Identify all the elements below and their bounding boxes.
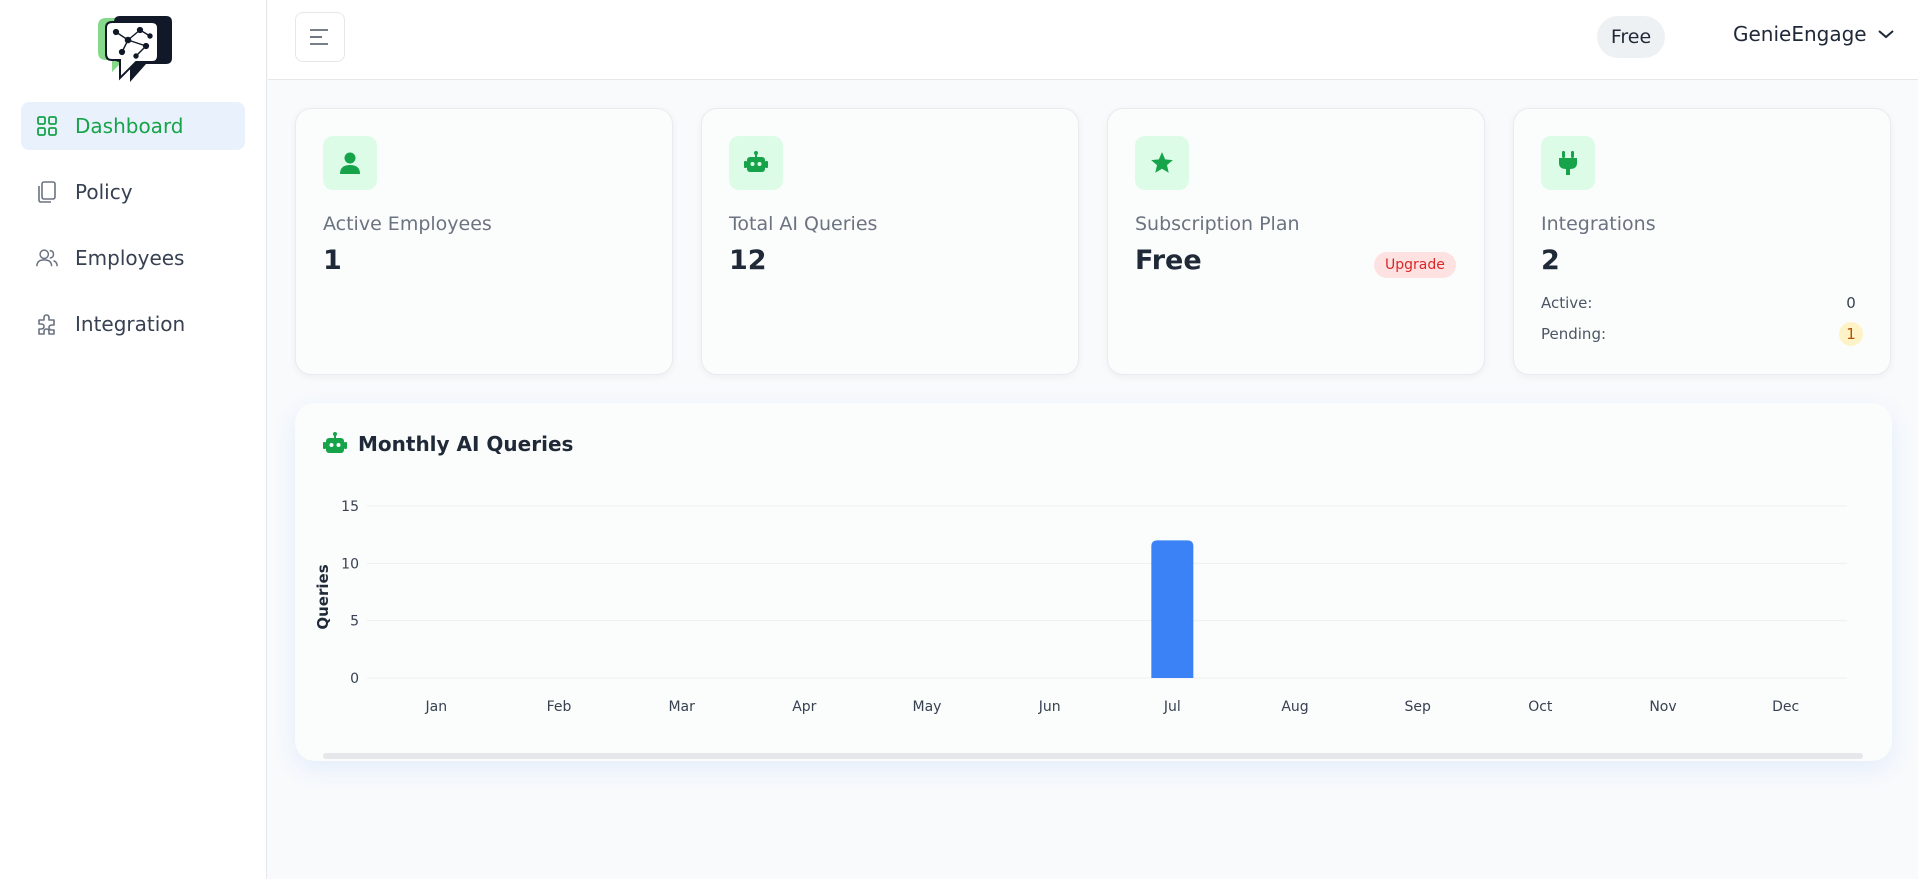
menu-icon bbox=[310, 29, 328, 45]
upgrade-button[interactable]: Upgrade bbox=[1374, 252, 1456, 278]
card-value: Free bbox=[1135, 245, 1202, 276]
card-value: 2 bbox=[1541, 245, 1560, 276]
sidebar-item-policy[interactable]: Policy bbox=[21, 168, 245, 216]
x-tick-label: Dec bbox=[1772, 699, 1799, 715]
y-tick-label: 15 bbox=[341, 499, 359, 515]
sidebar-item-label: Policy bbox=[75, 180, 133, 204]
active-count: 0 bbox=[1846, 294, 1856, 312]
x-tick-label: Apr bbox=[792, 699, 816, 715]
detail-label: Pending: bbox=[1541, 325, 1607, 343]
chart-scrollbar[interactable] bbox=[323, 753, 1863, 759]
chart-header: Monthly AI Queries bbox=[322, 432, 573, 456]
plug-icon bbox=[1541, 136, 1595, 190]
x-tick-label: Jan bbox=[425, 699, 448, 715]
sidebar-item-label: Employees bbox=[75, 246, 185, 270]
x-tick-label: Oct bbox=[1528, 699, 1553, 715]
x-tick-label: Mar bbox=[668, 699, 695, 715]
puzzle-icon bbox=[35, 312, 59, 336]
monthly-queries-chart-card: Monthly AI Queries 0 5 10 15 Jan Feb Mar Apr May… bbox=[295, 403, 1892, 761]
x-tick-label: Aug bbox=[1281, 699, 1308, 715]
y-axis-label: Queries bbox=[314, 564, 332, 629]
y-tick-label: 10 bbox=[341, 556, 359, 572]
account-name: GenieEngage bbox=[1733, 22, 1867, 46]
chart-title: Monthly AI Queries bbox=[358, 432, 574, 456]
bar bbox=[1151, 540, 1194, 678]
robot-icon bbox=[323, 432, 347, 453]
copy-icon bbox=[35, 180, 59, 204]
stat-card-subscription-plan: Subscription Plan Free Upgrade bbox=[1107, 108, 1485, 375]
card-label: Active Employees bbox=[323, 213, 492, 235]
card-value: 1 bbox=[323, 245, 342, 276]
x-tick-label: Jun bbox=[1038, 699, 1061, 715]
x-tick-label: May bbox=[913, 699, 942, 715]
sidebar: Dashboard Policy Employees Integration bbox=[0, 0, 267, 879]
integration-active-row: Active: 0 bbox=[1541, 291, 1863, 315]
star-icon bbox=[1135, 136, 1189, 190]
card-value: 12 bbox=[729, 245, 767, 276]
chevron-down-icon bbox=[1877, 30, 1894, 39]
card-label: Subscription Plan bbox=[1135, 213, 1300, 235]
robot-icon bbox=[729, 136, 783, 190]
detail-label: Active: bbox=[1541, 294, 1593, 312]
account-menu[interactable]: GenieEngage bbox=[1733, 22, 1895, 46]
user-icon bbox=[323, 136, 377, 190]
y-tick-label: 5 bbox=[350, 614, 359, 630]
x-tick-label: Sep bbox=[1404, 699, 1431, 715]
bar-chart: 0 5 10 15 Jan Feb Mar Apr May Jun Jul Aug Sep Oct Nov D… bbox=[314, 499, 1847, 715]
users-icon bbox=[35, 246, 59, 270]
sidebar-item-dashboard[interactable]: Dashboard bbox=[21, 102, 245, 150]
brand-logo[interactable] bbox=[90, 12, 176, 86]
card-label: Total AI Queries bbox=[729, 213, 878, 235]
x-tick-label: Feb bbox=[547, 699, 572, 715]
stat-card-active-employees: Active Employees 1 bbox=[295, 108, 673, 375]
x-tick-label: Jul bbox=[1163, 699, 1181, 715]
stat-card-integrations: Integrations 2 Active: 0 Pending: 1 bbox=[1513, 108, 1891, 375]
sidebar-item-label: Dashboard bbox=[75, 114, 184, 138]
sidebar-item-employees[interactable]: Employees bbox=[21, 234, 245, 282]
sidebar-item-integration[interactable]: Integration bbox=[21, 300, 245, 348]
stat-card-total-ai-queries: Total AI Queries 12 bbox=[701, 108, 1079, 375]
plan-badge: Free bbox=[1597, 16, 1665, 58]
y-tick-label: 0 bbox=[350, 671, 359, 687]
card-label: Integrations bbox=[1541, 213, 1656, 235]
integration-pending-row: Pending: 1 bbox=[1541, 322, 1863, 346]
sidebar-item-label: Integration bbox=[75, 312, 186, 336]
x-tick-label: Nov bbox=[1649, 699, 1676, 715]
pending-count: 1 bbox=[1839, 322, 1863, 346]
grid-icon bbox=[35, 114, 59, 138]
menu-toggle-button[interactable] bbox=[295, 12, 345, 62]
top-header: Free GenieEngage bbox=[268, 0, 1918, 80]
